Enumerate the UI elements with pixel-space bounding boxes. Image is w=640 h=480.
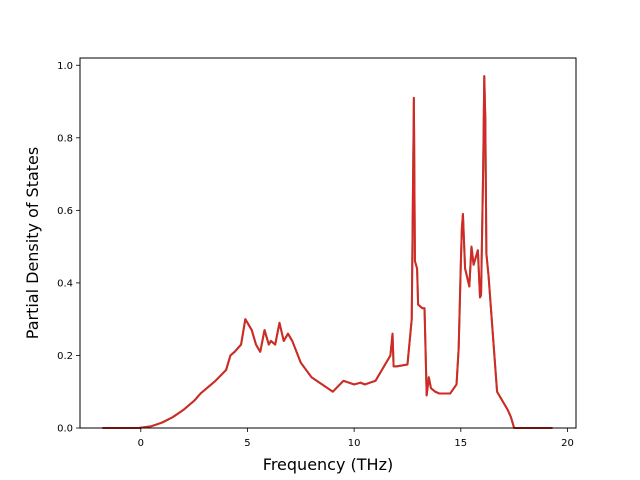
- series-layer: [102, 75, 553, 429]
- y-tick-label: 0.0: [57, 424, 73, 435]
- y-tick-label: 0.8: [57, 133, 73, 144]
- x-tick-label: 10: [348, 438, 361, 449]
- y-tick-label: 1.0: [57, 61, 73, 72]
- x-axis-ticks: 0 5 10 15 20: [138, 428, 574, 449]
- x-tick-label: 5: [244, 438, 250, 449]
- plot-frame: [79, 57, 577, 429]
- y-tick-label: 0.2: [57, 351, 73, 362]
- y-axis-ticks: 0.0 0.2 0.4 0.6 0.8 1.0: [57, 61, 80, 435]
- y-axis-label: Partial Density of States: [23, 147, 42, 339]
- y-tick-label: 0.6: [57, 206, 73, 217]
- plot-area: [80, 58, 576, 428]
- x-tick-label: 15: [454, 438, 467, 449]
- x-axis-label: Frequency (THz): [263, 455, 393, 474]
- series-line-2: [102, 75, 553, 429]
- y-tick-label: 0.4: [57, 278, 73, 289]
- x-tick-label: 0: [138, 438, 144, 449]
- x-tick-label: 20: [561, 438, 574, 449]
